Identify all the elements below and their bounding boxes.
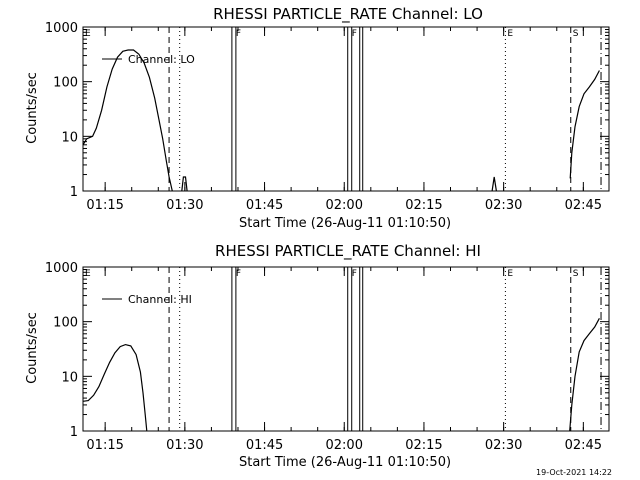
x-tick-label: 02:30 [485,438,522,453]
x-axis-label: Start Time (26-Aug-11 01:10:50) [239,455,451,470]
event-marker-label: F [352,269,357,279]
data-series-line [569,70,600,179]
y-tick-label: 10 [61,370,78,385]
y-tick-label: 1000 [45,261,78,276]
y-tick-label: 1000 [45,21,78,36]
x-axis-label: Start Time (26-Aug-11 01:10:50) [239,216,451,231]
y-tick-label: 100 [53,316,78,331]
x-tick-label: 02:45 [565,198,602,213]
legend-label: Channel: LO [128,53,195,66]
plot-frame [82,266,610,432]
x-tick-label: 02:00 [326,198,363,213]
y-tick-label: 100 [53,76,78,91]
panel-title: RHESSI PARTICLE_RATE Channel: LO [213,5,483,24]
x-tick-label: 02:15 [405,438,442,453]
legend: Channel: HI [102,293,192,306]
x-tick-label: 01:45 [246,438,283,453]
event-marker-label: E [507,29,513,39]
y-axis-label: Counts/sec [25,312,40,384]
event-marker-label: F [236,29,241,39]
x-tick-label: 01:30 [166,198,203,213]
panel-title: RHESSI PARTICLE_RATE Channel: HI [215,242,481,261]
x-tick-label: 02:30 [485,198,522,213]
x-tick-label: 01:30 [166,438,203,453]
x-tick-label: 01:15 [86,198,123,213]
y-tick-label: 10 [61,130,78,145]
data-series-line [491,176,497,192]
panel-hi: RHESSI PARTICLE_RATE Channel: HI Counts/… [25,242,610,470]
x-tick-label: 02:45 [565,438,602,453]
legend-label: Channel: HI [128,293,192,306]
event-marker-label: F [236,269,241,279]
y-tick-label: 1 [70,185,78,200]
data-series-line [181,176,188,192]
data-series-line [82,343,148,432]
event-marker-label: F [352,29,357,39]
event-marker-label: E [85,269,91,279]
data-series-line [569,318,600,432]
y-tick-label: 1 [70,425,78,440]
panel-lo: RHESSI PARTICLE_RATE Channel: LO Counts/… [25,5,610,231]
x-tick-label: 01:15 [86,438,123,453]
event-marker-label: S [573,269,579,279]
timestamp: 19-Oct-2021 14:22 [536,468,612,477]
event-marker-label: E [507,269,513,279]
plot-frame [82,26,610,192]
data-series-line [82,49,173,192]
legend: Channel: LO [102,53,195,66]
x-tick-label: 01:45 [246,198,283,213]
event-marker-label: E [85,29,91,39]
x-tick-label: 02:15 [405,198,442,213]
y-axis-label: Counts/sec [25,72,40,144]
x-tick-label: 02:00 [326,438,363,453]
event-marker-label: S [573,29,579,39]
